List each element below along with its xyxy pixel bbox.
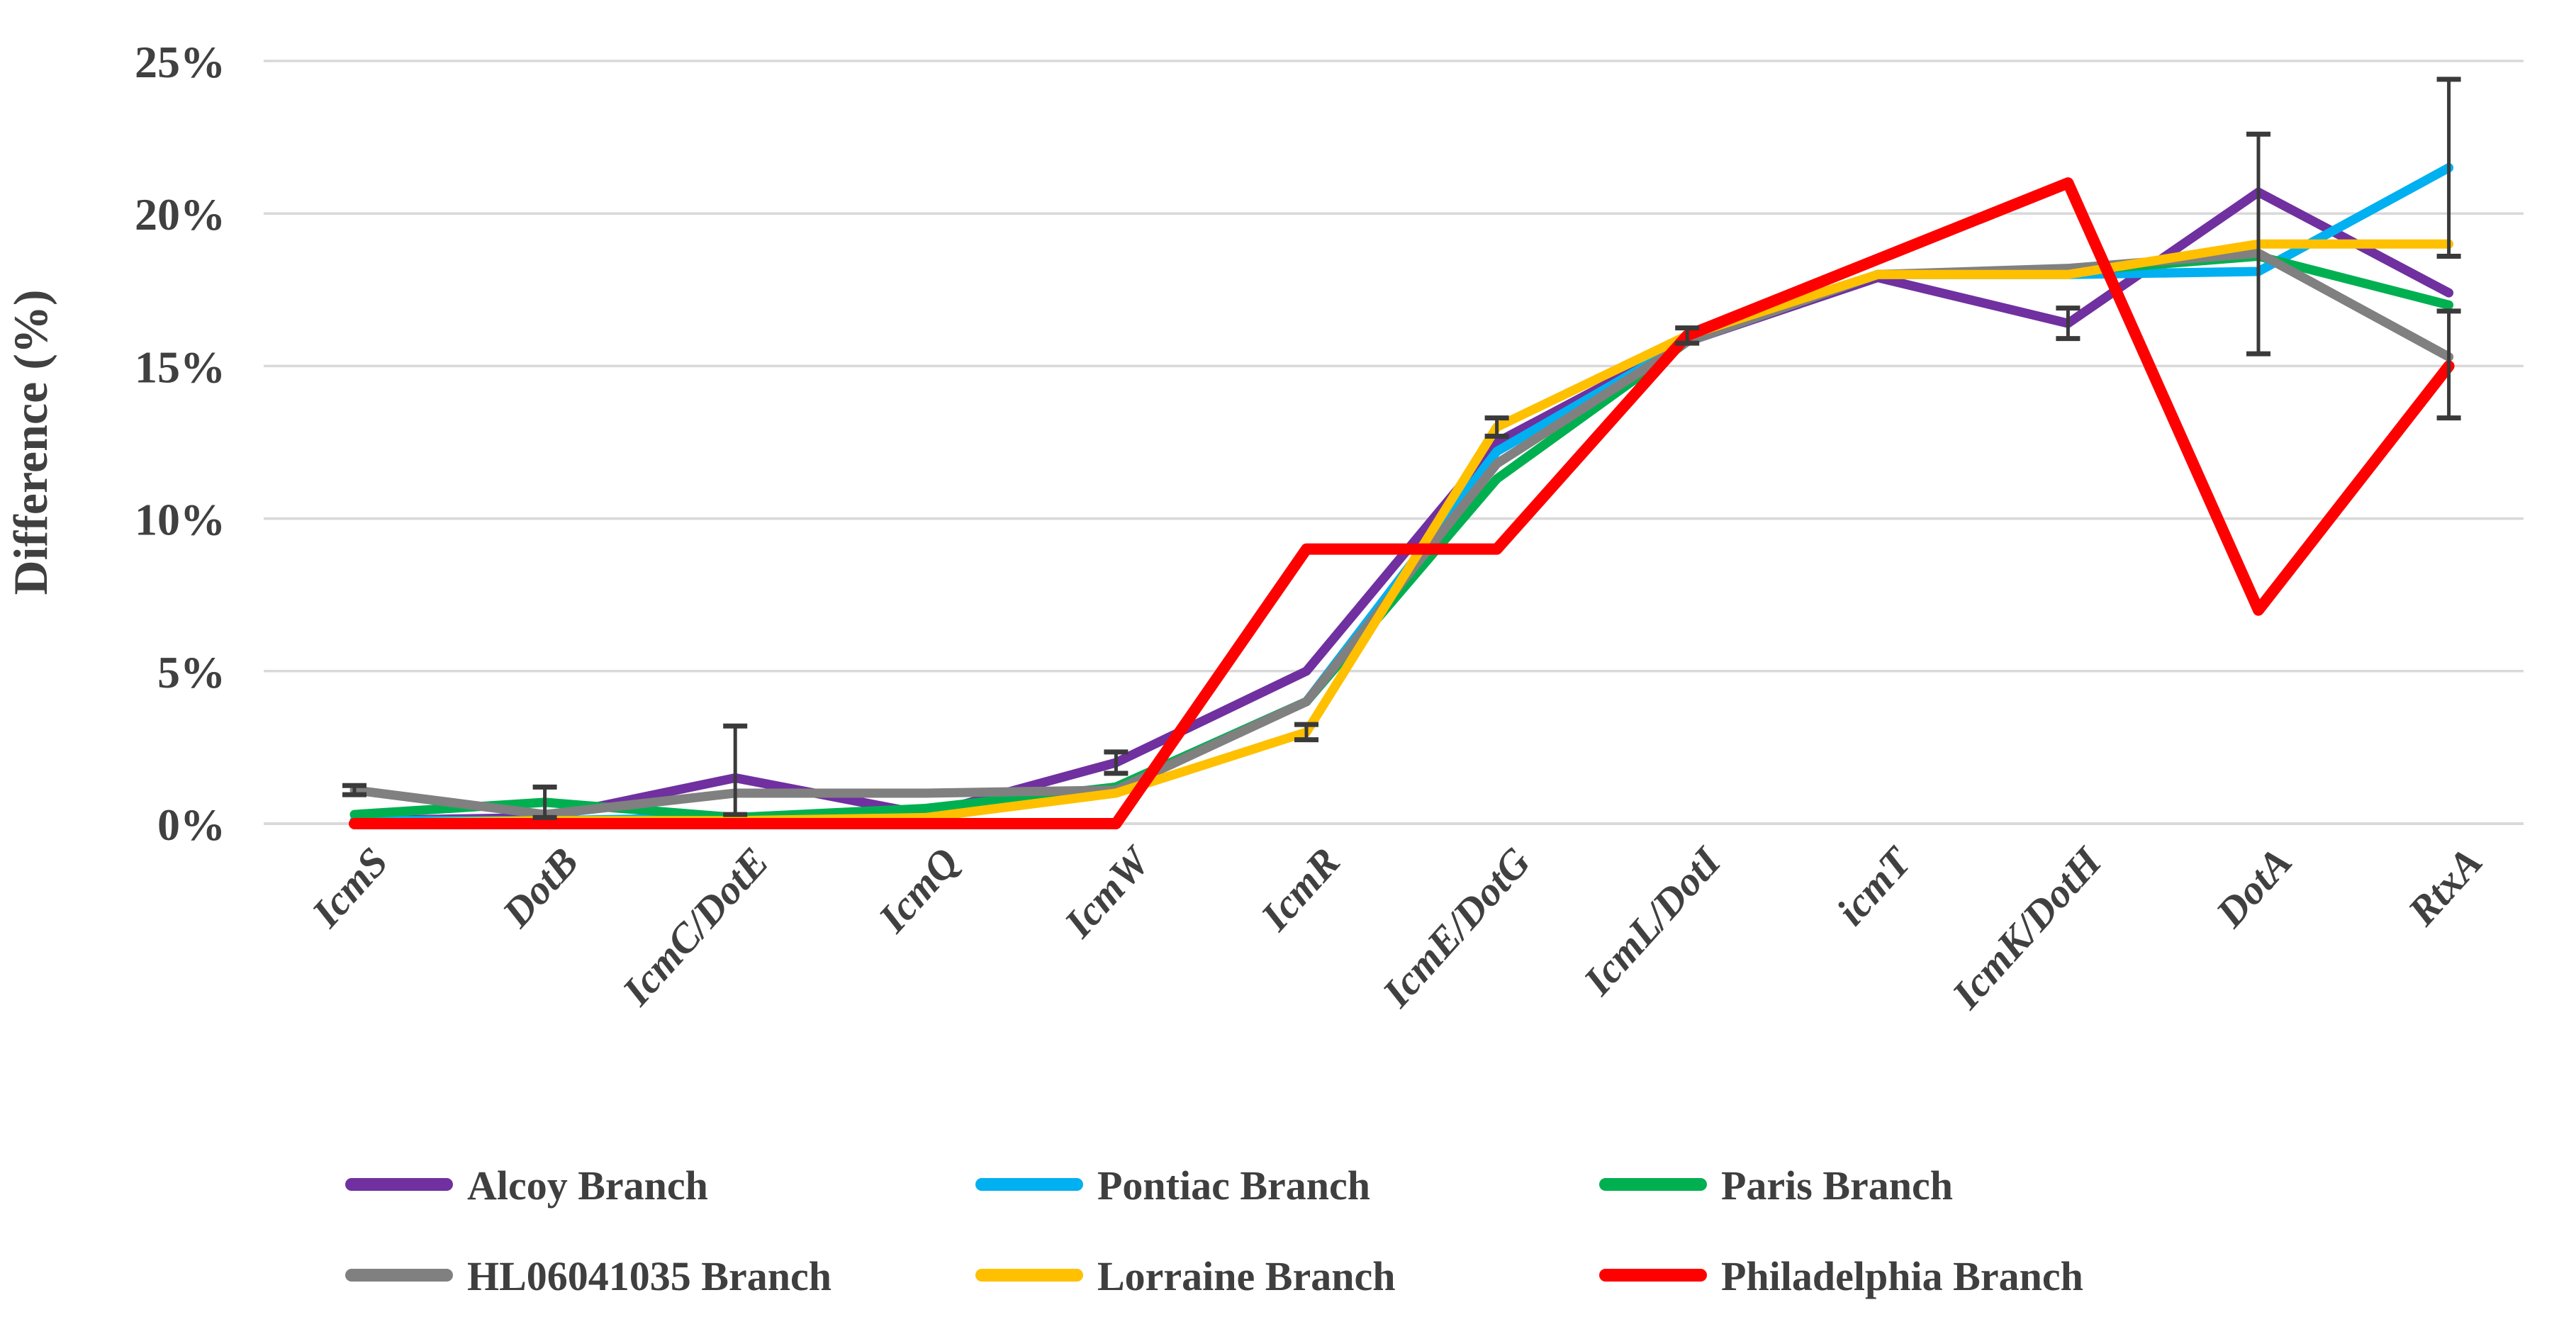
- x-category-label: IcmW: [1055, 837, 1160, 947]
- legend-item: Paris Branch: [1599, 1162, 1953, 1209]
- legend-label: Alcoy Branch: [467, 1162, 708, 1209]
- legend-item: Alcoy Branch: [345, 1162, 708, 1209]
- error-bar: [1294, 722, 1318, 743]
- error-bar: [723, 723, 748, 817]
- y-tick-label: 5%: [157, 647, 225, 697]
- y-axis-title: Difference (%): [4, 289, 57, 595]
- error-bar: [2436, 308, 2461, 421]
- legend-label: Lorraine Branch: [1097, 1253, 1395, 1299]
- legend-swatch: [1599, 1178, 1707, 1191]
- x-category-label: IcmR: [1251, 839, 1348, 939]
- error-bar: [2056, 306, 2081, 342]
- error-bar: [1675, 325, 1700, 346]
- error-bar: [1484, 415, 1509, 439]
- error-bar: [2436, 77, 2461, 259]
- series-line-philadelphia-branch: [349, 177, 2455, 829]
- legend-swatch: [1599, 1269, 1707, 1282]
- x-category-label: icmT: [1827, 837, 1921, 934]
- x-category-label: IcmS: [303, 839, 397, 936]
- x-category-label: IcmQ: [869, 839, 968, 941]
- x-category-label: IcmL/DotI: [1574, 837, 1731, 1004]
- error-bar: [342, 783, 366, 797]
- legend-label: Philadelphia Branch: [1721, 1253, 2083, 1299]
- legend-swatch: [975, 1178, 1083, 1191]
- x-category-label: DotA: [2207, 839, 2301, 936]
- legend-item: Pontiac Branch: [975, 1162, 1370, 1209]
- legend-swatch: [345, 1178, 453, 1191]
- error-bar: [2246, 131, 2270, 357]
- error-bar: [532, 784, 557, 820]
- error-bar: [1104, 749, 1129, 776]
- x-category-label: DotB: [493, 839, 587, 936]
- y-tick-label: 0%: [157, 800, 225, 850]
- legend-item: Lorraine Branch: [975, 1253, 1395, 1299]
- x-category-label: IcmC/DotE: [613, 839, 778, 1014]
- legend-label: HL06041035 Branch: [467, 1253, 831, 1299]
- series-line-alcoy-branch: [349, 187, 2454, 826]
- y-tick-label: 15%: [135, 342, 225, 392]
- legend-swatch: [345, 1269, 453, 1282]
- y-tick-label: 10%: [135, 495, 225, 545]
- y-tick-label: 20%: [135, 189, 225, 240]
- y-tick-label: 25%: [135, 37, 225, 87]
- legend-item: HL06041035 Branch: [345, 1253, 831, 1299]
- legend-label: Paris Branch: [1721, 1162, 1953, 1209]
- legend-label: Pontiac Branch: [1097, 1162, 1370, 1209]
- legend-swatch: [975, 1269, 1083, 1282]
- legend-item: Philadelphia Branch: [1599, 1253, 2083, 1299]
- x-category-label: IcmK/DotH: [1943, 838, 2112, 1018]
- x-category-label: RtxA: [2398, 839, 2491, 934]
- x-category-label: IcmE/DotG: [1373, 839, 1539, 1016]
